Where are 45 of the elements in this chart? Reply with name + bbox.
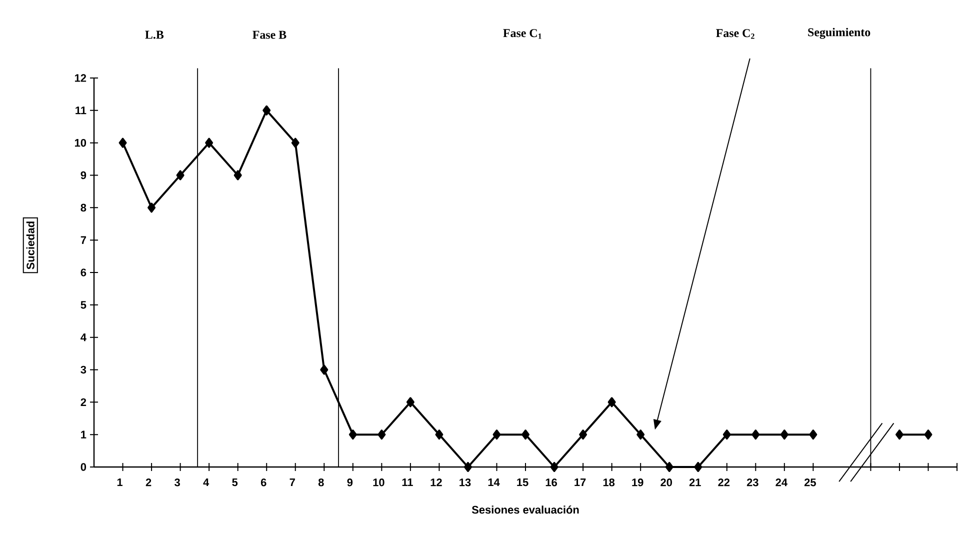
text: Fase C$_{1}$ [503,29,542,39]
x-tick-label: 8 [318,478,324,486]
y-tick-label: 0 [80,463,86,471]
x-tick-label: 4 [203,478,210,486]
x-tick-label: 3 [174,478,180,486]
y-tick-label: 9 [80,171,86,180]
x-axis-title: Sesiones evaluación [472,506,579,514]
x-tick-label: 6 [260,478,266,486]
x-tick-label: 7 [290,478,295,486]
y-tick-label: 5 [80,301,86,309]
text: Fase C$_{2}$ [716,29,754,39]
x-tick-label: 17 [574,478,586,486]
x-tick-label: 13 [460,478,471,486]
y-tick-label: 8 [80,204,86,212]
y-tick-label: 7 [80,236,86,244]
x-tick-label: 2 [146,478,152,486]
x-tick-label: 19 [632,478,644,486]
y-tick-label: 10 [74,138,86,147]
x-tick-label: 23 [746,478,758,486]
x-tick-label: 11 [402,478,413,486]
x-tick-label: 9 [347,478,353,486]
x-tick-label: 18 [603,478,615,486]
y-tick-label: 11 [76,106,86,114]
x-tick-label: 24 [776,478,788,486]
y-tick-label: 3 [80,366,86,374]
y-tick-label: 12 [74,74,86,82]
x-tick-label: 20 [660,478,672,486]
x-tick-label: 14 [488,478,500,486]
text: Seguimiento [808,28,870,39]
x-tick-label: 12 [430,478,442,486]
x-tick-label: 5 [232,478,238,486]
text: Fase B [252,30,286,39]
y-tick-label: 1 [81,430,86,438]
x-tick-label: 10 [373,478,384,486]
y-tick-label: 4 [80,334,86,342]
x-tick-label: 25 [804,478,816,486]
text: L.B [145,30,164,39]
y-tick-label: 2 [80,398,86,406]
x-tick-label: 15 [517,478,528,486]
x-tick-label: 16 [546,478,557,486]
x-tick-label: 22 [718,478,730,486]
x-tick-label: 21 [689,478,701,486]
y-tick-label: 6 [80,268,86,276]
x-tick-label: 1 [117,478,123,486]
y-axis-title: Suciedad [26,222,34,270]
